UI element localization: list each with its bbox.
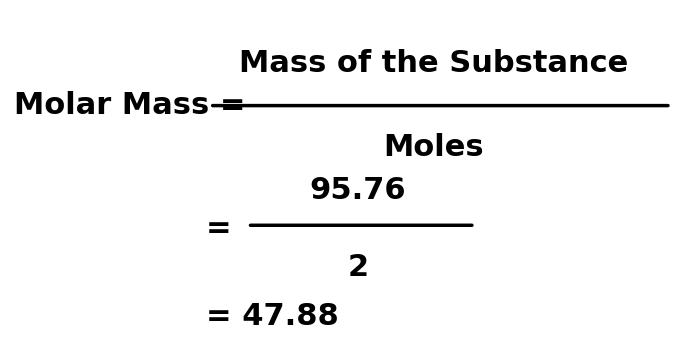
Text: Molar Mass =: Molar Mass = (14, 91, 256, 120)
Text: =: = (206, 214, 243, 243)
Text: 95.76: 95.76 (310, 176, 406, 205)
Text: 2: 2 (347, 253, 368, 282)
Text: = 47.88: = 47.88 (206, 302, 339, 331)
Text: Moles: Moles (383, 133, 484, 162)
Text: Mass of the Substance: Mass of the Substance (239, 49, 628, 78)
